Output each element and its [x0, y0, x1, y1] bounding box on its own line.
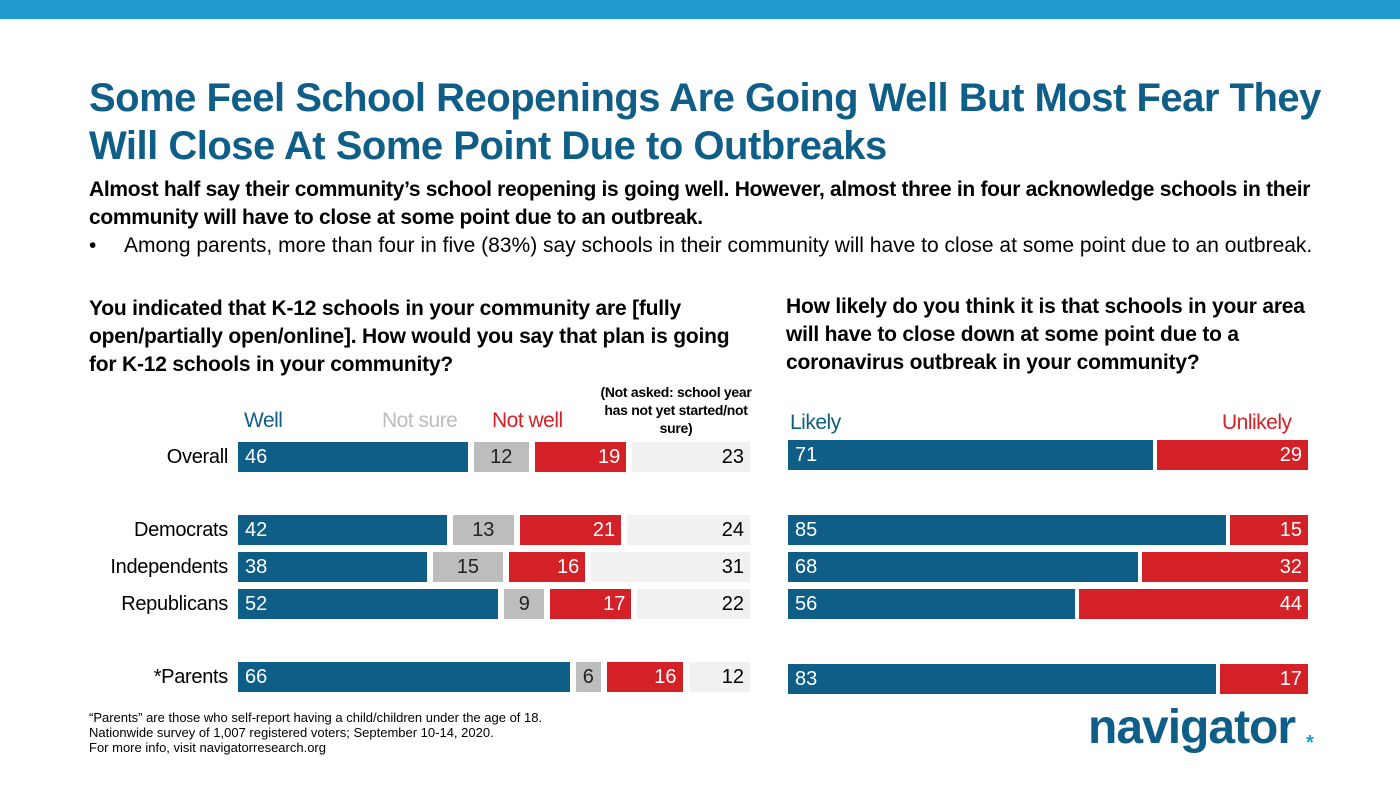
bar-likely-democrats: 85: [788, 515, 1226, 545]
bar-unlikely-independents: 32: [1141, 552, 1308, 582]
bar-well-independents: 38: [238, 552, 427, 582]
bar-unlikely-overall: 29: [1157, 440, 1308, 470]
bar-notwell-republicans: 17: [550, 589, 632, 619]
bar-notsure-parents: 6: [575, 662, 601, 692]
bar-na-republicans: 22: [637, 589, 750, 619]
bar-unlikely-democrats: 15: [1230, 515, 1308, 545]
bar-likely-parents: 83: [788, 664, 1216, 694]
row-label-democrats: Democrats: [134, 519, 228, 541]
bar-na-democrats: 24: [627, 515, 750, 545]
bar-na-parents: 12: [688, 662, 750, 692]
left-chart-question: You indicated that K-12 schools in your …: [89, 297, 730, 376]
bar-well-parents: 66: [238, 662, 570, 692]
bar-likely-republicans: 56: [788, 589, 1076, 619]
bar-well-democrats: 42: [238, 515, 448, 545]
row-label-overall: Overall: [166, 446, 229, 468]
bar-well-overall: 46: [238, 442, 468, 472]
bar-notsure-democrats: 13: [453, 515, 514, 545]
bar-notsure-overall: 12: [473, 442, 529, 472]
bar-likely-independents: 68: [788, 552, 1138, 582]
bar-notsure-independents: 15: [432, 552, 504, 582]
row-label-parents: *Parents: [153, 666, 229, 688]
row-label-independents: Independents: [110, 556, 228, 578]
legend-not-asked: (Not asked: school year has not yet star…: [600, 384, 752, 436]
row-label-republicans: Republicans: [121, 593, 228, 615]
footnote: “Parents” are those who self-report havi…: [89, 710, 542, 755]
bullet-text: Among parents, more than four in five (8…: [124, 234, 1313, 257]
bar-notwell-parents: 16: [606, 662, 683, 692]
subtitle: Almost half say their community’s school…: [89, 178, 1311, 229]
footnote-line: For more info, visit navigatorresearch.o…: [89, 740, 326, 755]
bar-unlikely-republicans: 44: [1079, 589, 1308, 619]
legend-likely: Likely: [790, 411, 841, 434]
bar-unlikely-parents: 17: [1219, 664, 1308, 694]
legend-well: Well: [244, 409, 283, 432]
bar-notwell-overall: 19: [534, 442, 627, 472]
top-accent-bar: [0, 0, 1400, 19]
legend-unlikely: Unlikely: [1222, 411, 1292, 434]
legend-not-sure: Not sure: [382, 409, 458, 432]
bar-notwell-independents: 16: [509, 552, 586, 582]
bar-well-republicans: 52: [238, 589, 499, 619]
right-chart-question: How likely do you think it is that schoo…: [786, 295, 1305, 374]
bar-notsure-republicans: 9: [504, 589, 545, 619]
bar-likely-overall: 71: [788, 440, 1154, 470]
bullet-icon: •: [89, 234, 97, 257]
navigator-logo: navigator: [1088, 701, 1296, 754]
legend-not-well: Not well: [492, 409, 563, 432]
bar-na-independents: 31: [591, 552, 750, 582]
footnote-line: Nationwide survey of 1,007 registered vo…: [89, 725, 494, 740]
footnote-line: “Parents” are those who self-report havi…: [89, 710, 543, 725]
logo-asterisk-icon: *: [1306, 732, 1314, 754]
bar-na-overall: 23: [632, 442, 750, 472]
bar-notwell-democrats: 21: [519, 515, 622, 545]
page-title: Some Feel School Reopenings Are Going We…: [89, 76, 1321, 168]
